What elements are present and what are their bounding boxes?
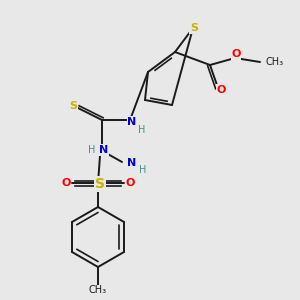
Text: N: N bbox=[99, 145, 109, 155]
Text: CH₃: CH₃ bbox=[89, 285, 107, 295]
Text: H: H bbox=[88, 145, 96, 155]
Text: H: H bbox=[138, 125, 146, 135]
Text: O: O bbox=[125, 178, 135, 188]
Text: S: S bbox=[69, 101, 77, 111]
Text: H: H bbox=[139, 165, 147, 175]
Text: O: O bbox=[216, 85, 226, 95]
Text: O: O bbox=[61, 178, 71, 188]
Text: S: S bbox=[190, 23, 198, 33]
Text: N: N bbox=[128, 117, 136, 127]
Text: N: N bbox=[128, 158, 136, 168]
Text: O: O bbox=[231, 49, 241, 59]
Text: CH₃: CH₃ bbox=[266, 57, 284, 67]
Text: S: S bbox=[95, 177, 105, 191]
